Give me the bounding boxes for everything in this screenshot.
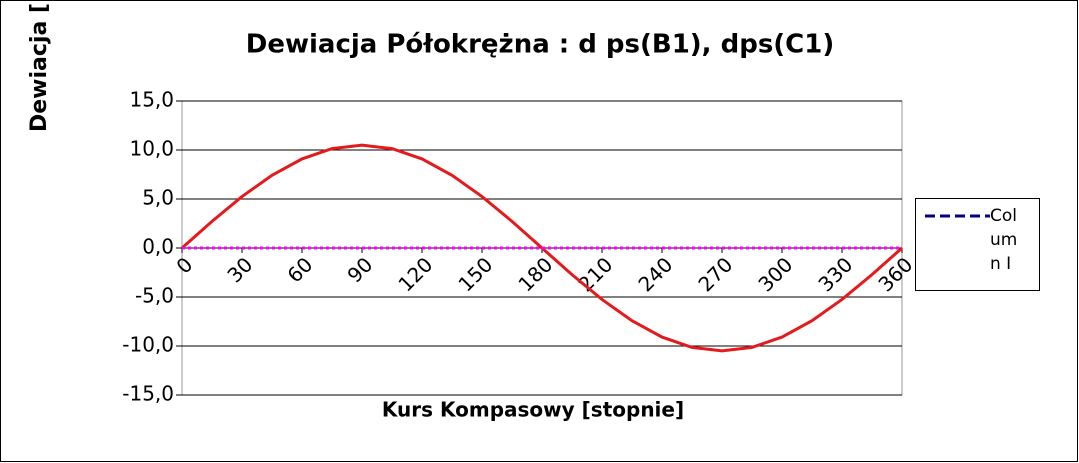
y-tick-label: -10,0 — [122, 333, 174, 357]
y-tick-label: 5,0 — [142, 186, 174, 210]
y-tick-label: -5,0 — [135, 284, 174, 308]
y-tick-label: 10,0 — [129, 137, 174, 161]
y-tick-label: -15,0 — [122, 382, 174, 406]
chart-title: Dewiacja Półokrężna : d ps(B1), dps(C1) — [246, 30, 834, 60]
legend — [915, 198, 1040, 291]
legend-label: Column I — [990, 206, 1018, 274]
legend-box: Column I — [990, 206, 1018, 274]
y-tick-label: 0,0 — [142, 235, 174, 259]
x-axis-label: Kurs Kompasowy [stopnie] — [382, 398, 684, 422]
y-axis-label: Dewiacja [ — [27, 3, 52, 132]
y-tick-label: 15,0 — [129, 88, 174, 112]
